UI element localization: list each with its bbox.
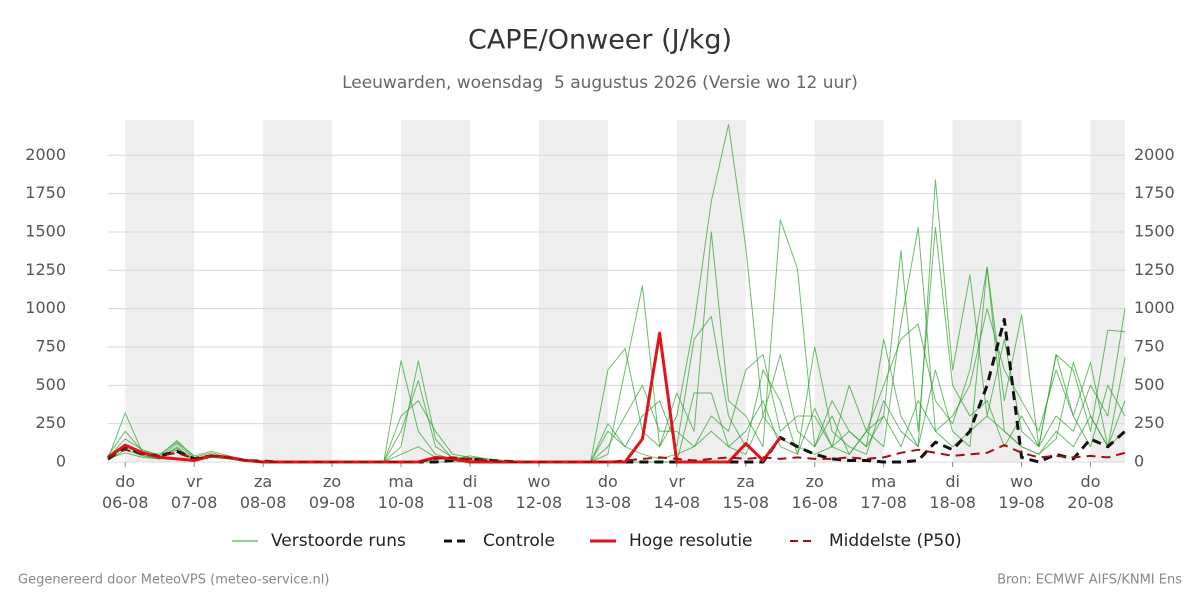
series-line	[107, 331, 782, 464]
y-tick-label-right: 250	[1134, 413, 1165, 432]
x-tick-label: wo 19-08	[998, 472, 1045, 512]
x-tick-label-line: za	[737, 472, 755, 491]
day-band	[263, 120, 333, 462]
x-tick-label-line: 19-08	[998, 493, 1045, 512]
x-tick-label-line: 15-08	[723, 493, 770, 512]
x-tick-label-line: 10-08	[378, 493, 425, 512]
x-tick-label-line: zo	[323, 472, 341, 491]
x-tick-label-line: ma	[871, 472, 896, 491]
y-tick-label-right: 1500	[1134, 221, 1175, 240]
x-tick-label-line: 20-08	[1067, 493, 1114, 512]
day-band	[538, 120, 608, 462]
x-tick-label-line: do	[598, 472, 618, 491]
y-tick-label-right: 0	[1134, 452, 1144, 471]
y-tick-label-right: 1000	[1134, 298, 1175, 317]
y-tick-label-right: 750	[1134, 336, 1165, 355]
day-band	[401, 120, 470, 462]
x-tick-label-line: 06-08	[102, 493, 149, 512]
x-tick-label-line: 07-08	[171, 493, 218, 512]
day-band	[814, 120, 884, 462]
x-tick-label: za 08-08	[240, 472, 287, 512]
chart-subtitle: Leeuwarden, woensdag 5 augustus 2026 (Ve…	[342, 73, 858, 93]
x-tick-label: di 18-08	[929, 472, 976, 512]
x-tick-label: zo 16-08	[791, 472, 838, 512]
x-tick-label-line: 09-08	[309, 493, 356, 512]
x-tick-label-line: di	[945, 472, 960, 491]
y-tick-label-right: 2000	[1134, 145, 1175, 164]
footer-left: Gegenereerd door MeteoVPS (meteo-service…	[18, 573, 329, 588]
x-tick-label-line: di	[463, 472, 478, 491]
x-tick-label-line: 11-08	[447, 493, 494, 512]
x-tick-label-line: 08-08	[240, 493, 287, 512]
y-tick-label: 1500	[25, 221, 66, 240]
legend-label: Controle	[483, 531, 555, 551]
x-tick-label-line: zo	[806, 472, 824, 491]
x-tick-label: zo 09-08	[309, 472, 356, 512]
y-tick-label-right: 1250	[1134, 260, 1175, 279]
x-tick-label: do 13-08	[585, 472, 632, 512]
y-tick-label: 750	[35, 336, 66, 355]
x-tick-label: ma 17-08	[860, 472, 907, 512]
x-tick-label: do 06-08	[102, 472, 149, 512]
y-tick-label: 0	[56, 452, 66, 471]
legend-label: Middelste (P50)	[829, 531, 962, 551]
series-line	[107, 444, 1126, 463]
x-tick-label-line: wo	[1010, 472, 1033, 491]
x-tick-label-line: vr	[186, 472, 202, 491]
x-tick-label-line: do	[1081, 472, 1101, 491]
x-tick-label-line: do	[115, 472, 135, 491]
x-tick-label-line: za	[254, 472, 272, 491]
day-band	[125, 120, 195, 462]
x-tick-label: do 20-08	[1067, 472, 1114, 512]
y-tick-label: 250	[35, 413, 66, 432]
x-tick-label: ma 10-08	[378, 472, 425, 512]
x-tick-label-line: 13-08	[585, 493, 632, 512]
y-tick-label: 1250	[25, 260, 66, 279]
y-tick-label-right: 1750	[1134, 183, 1175, 202]
x-tick-label-line: 18-08	[929, 493, 976, 512]
y-tick-label: 2000	[25, 145, 66, 164]
y-tick-label: 1000	[25, 298, 66, 317]
x-tick-label-line: ma	[388, 472, 413, 491]
y-tick-label-right: 500	[1134, 375, 1165, 394]
day-band	[1090, 120, 1125, 462]
x-tick-label: vr 07-08	[171, 472, 218, 512]
x-tick-label-line: 17-08	[860, 493, 907, 512]
footer-right: Bron: ECMWF AIFS/KNMI Ens	[997, 573, 1182, 588]
x-tick-label: vr 14-08	[654, 472, 701, 512]
legend-label: Hoge resolutie	[629, 531, 753, 551]
day-band	[676, 120, 746, 462]
x-tick-label: di 11-08	[447, 472, 494, 512]
x-tick-label-line: wo	[527, 472, 550, 491]
y-tick-label: 500	[35, 375, 66, 394]
legend-label: Verstoorde runs	[271, 531, 406, 551]
day-band	[952, 120, 1022, 462]
x-tick-label: wo 12-08	[516, 472, 563, 512]
y-tick-label: 1750	[25, 183, 66, 202]
x-tick-label-line: 12-08	[516, 493, 563, 512]
x-tick-label-line: 14-08	[654, 493, 701, 512]
x-tick-label-line: vr	[669, 472, 685, 491]
x-tick-label-line: 16-08	[791, 493, 838, 512]
x-tick-label: za 15-08	[723, 472, 770, 512]
chart-title: CAPE/Onweer (J/kg)	[468, 25, 732, 56]
